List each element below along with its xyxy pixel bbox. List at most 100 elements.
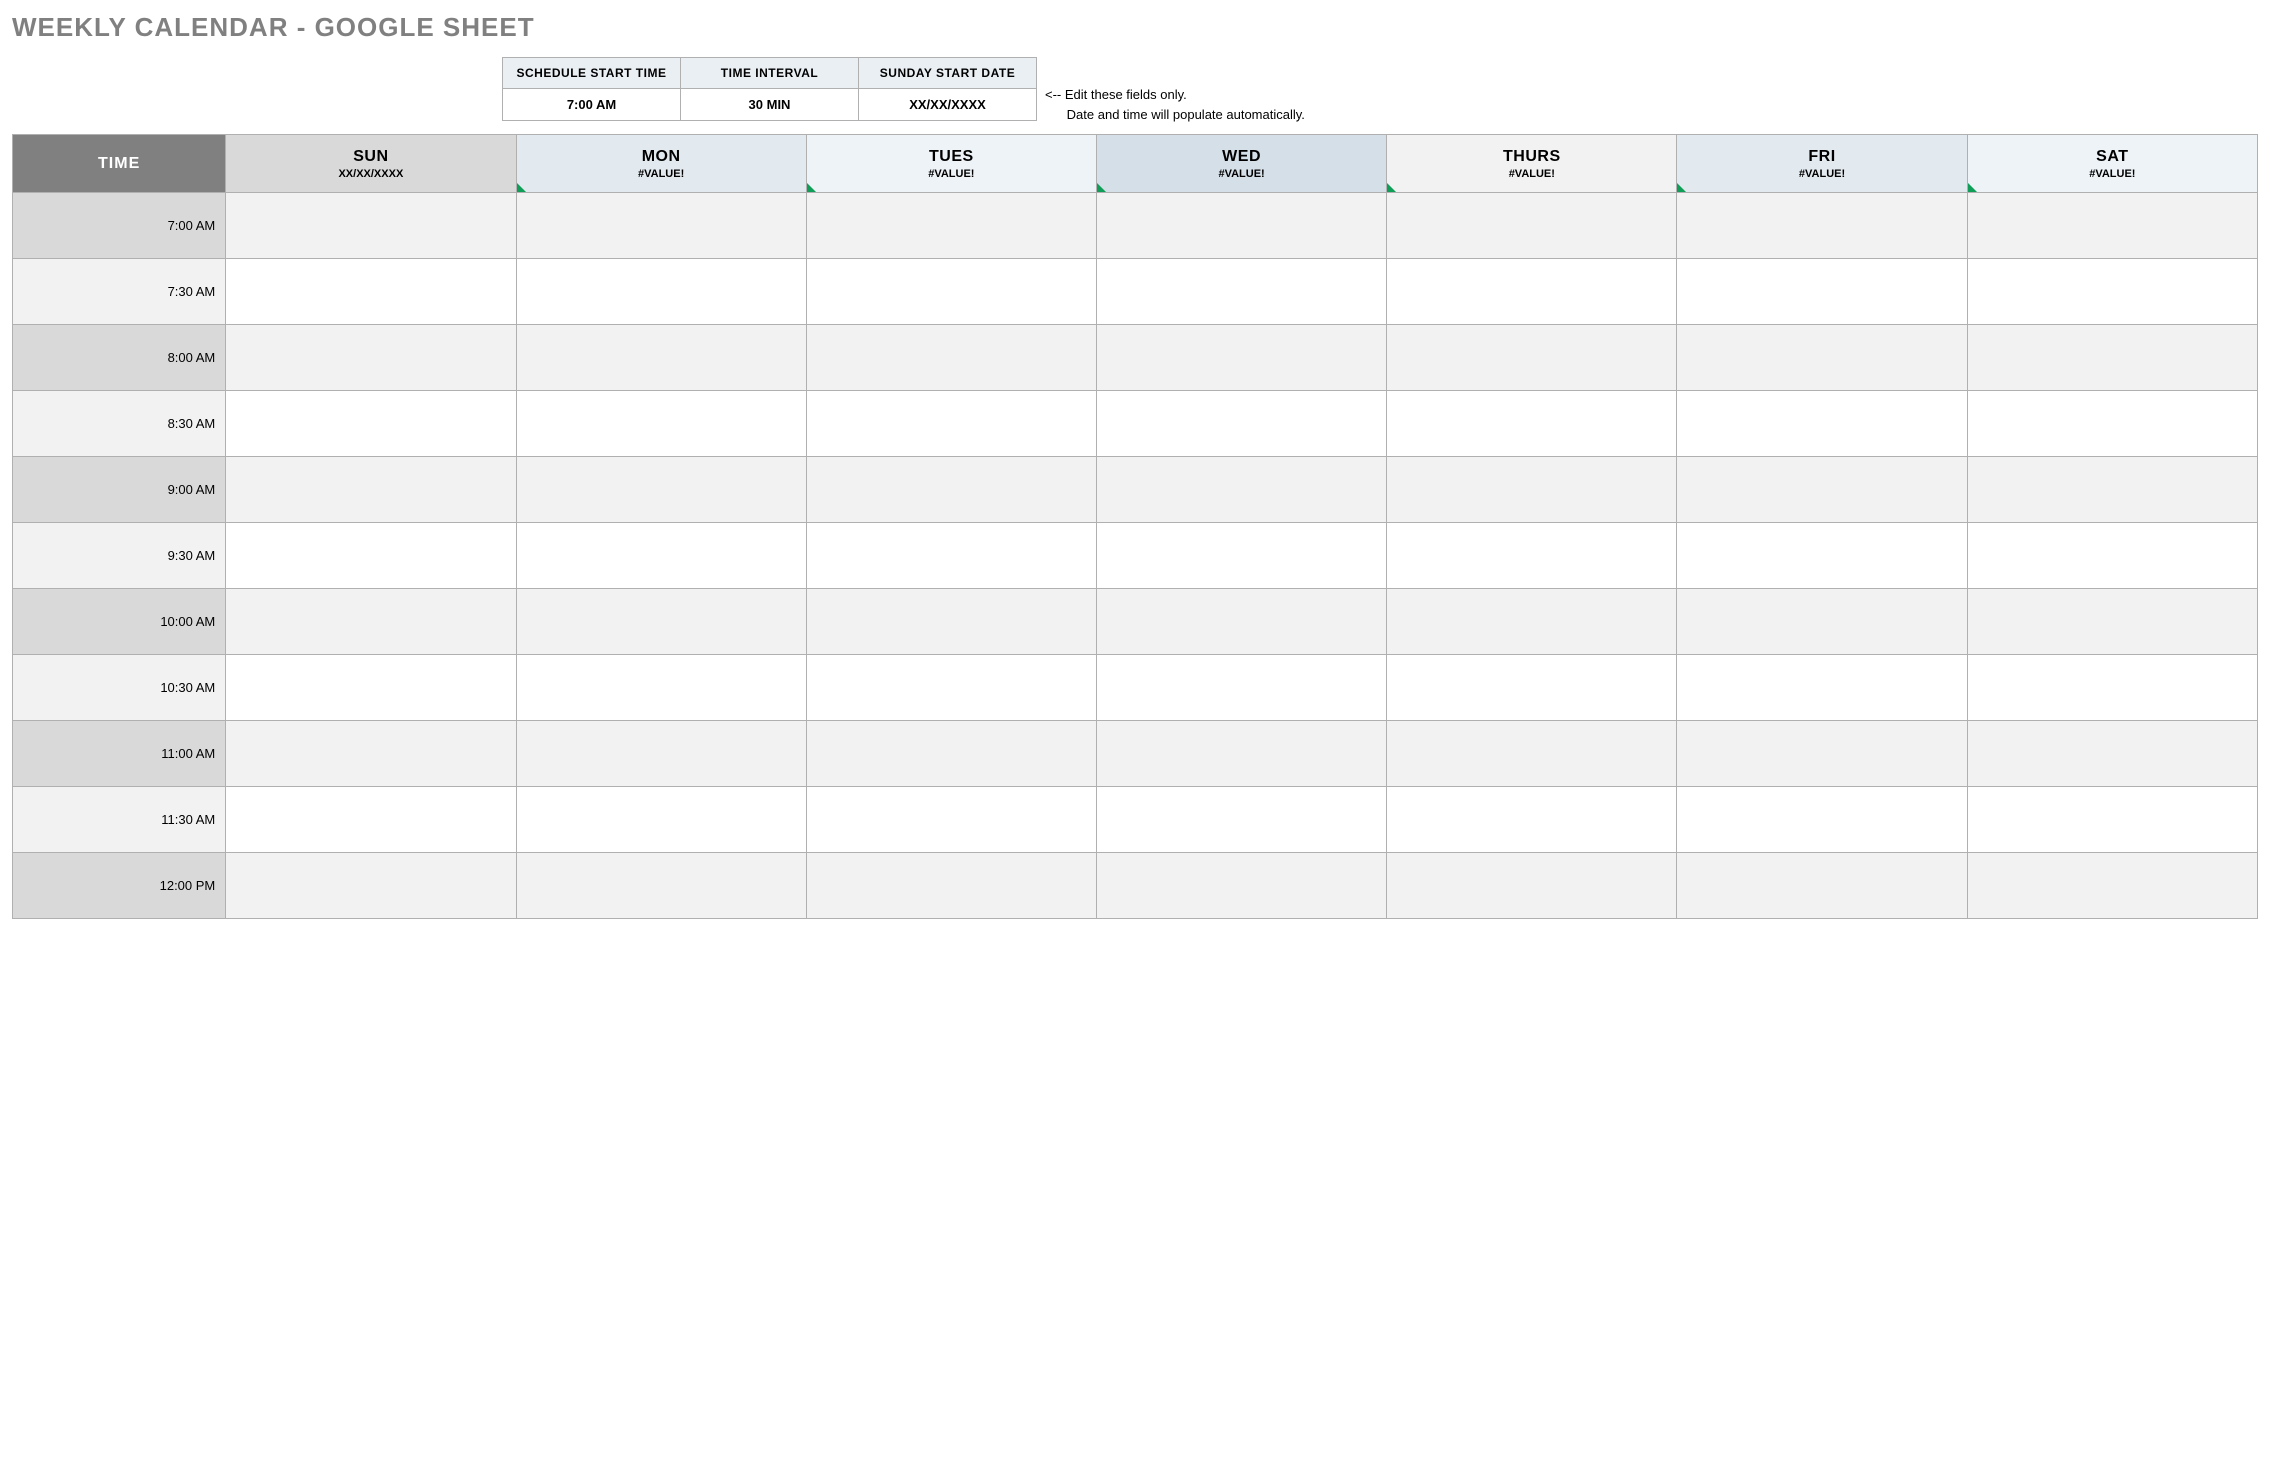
calendar-cell[interactable]: [1677, 589, 1967, 655]
calendar-cell[interactable]: [1096, 523, 1386, 589]
calendar-cell[interactable]: [1387, 391, 1677, 457]
calendar-table: TIMESUNXX/XX/XXXXMON#VALUE!TUES#VALUE!WE…: [12, 134, 2258, 919]
calendar-cell[interactable]: [516, 391, 806, 457]
calendar-cell[interactable]: [1677, 787, 1967, 853]
calendar-cell[interactable]: [806, 589, 1096, 655]
calendar-cell[interactable]: [1096, 193, 1386, 259]
calendar-cell[interactable]: [806, 325, 1096, 391]
calendar-cell[interactable]: [1096, 853, 1386, 919]
day-date: #VALUE!: [1681, 168, 1962, 180]
time-label: 8:00 AM: [13, 325, 226, 391]
calendar-cell[interactable]: [226, 193, 516, 259]
calendar-cell[interactable]: [1967, 457, 2257, 523]
calendar-cell[interactable]: [1967, 391, 2257, 457]
calendar-cell[interactable]: [1096, 589, 1386, 655]
calendar-cell[interactable]: [226, 457, 516, 523]
time-label: 9:00 AM: [13, 457, 226, 523]
calendar-cell[interactable]: [1967, 787, 2257, 853]
calendar-cell[interactable]: [1967, 325, 2257, 391]
calendar-cell[interactable]: [1967, 193, 2257, 259]
calendar-cell[interactable]: [806, 193, 1096, 259]
calendar-cell[interactable]: [1677, 259, 1967, 325]
day-header-tues: TUES#VALUE!: [806, 135, 1096, 193]
calendar-cell[interactable]: [1387, 655, 1677, 721]
calendar-cell[interactable]: [516, 259, 806, 325]
calendar-cell[interactable]: [516, 589, 806, 655]
calendar-cell[interactable]: [516, 193, 806, 259]
day-date: #VALUE!: [1391, 168, 1672, 180]
calendar-cell[interactable]: [1677, 391, 1967, 457]
config-value-start-date[interactable]: XX/XX/XXXX: [859, 89, 1037, 121]
config-value-start-time[interactable]: 7:00 AM: [503, 89, 681, 121]
calendar-cell[interactable]: [226, 589, 516, 655]
calendar-cell[interactable]: [226, 523, 516, 589]
calendar-cell[interactable]: [1387, 457, 1677, 523]
calendar-cell[interactable]: [1967, 655, 2257, 721]
day-name: MON: [521, 148, 802, 166]
time-label: 9:30 AM: [13, 523, 226, 589]
calendar-cell[interactable]: [1967, 523, 2257, 589]
calendar-cell[interactable]: [1387, 589, 1677, 655]
config-header-start-date: SUNDAY START DATE: [859, 58, 1037, 89]
day-date: XX/XX/XXXX: [230, 168, 511, 180]
calendar-cell[interactable]: [1387, 853, 1677, 919]
calendar-cell[interactable]: [1387, 721, 1677, 787]
time-column-header: TIME: [13, 135, 226, 193]
calendar-cell[interactable]: [1387, 325, 1677, 391]
calendar-cell[interactable]: [1096, 457, 1386, 523]
calendar-cell[interactable]: [806, 523, 1096, 589]
calendar-cell[interactable]: [226, 391, 516, 457]
calendar-cell[interactable]: [1096, 259, 1386, 325]
calendar-cell[interactable]: [516, 523, 806, 589]
time-label: 12:00 PM: [13, 853, 226, 919]
day-date: #VALUE!: [521, 168, 802, 180]
day-name: THURS: [1391, 148, 1672, 166]
calendar-cell[interactable]: [1967, 853, 2257, 919]
calendar-cell[interactable]: [1096, 391, 1386, 457]
calendar-cell[interactable]: [516, 853, 806, 919]
calendar-cell[interactable]: [1096, 787, 1386, 853]
calendar-cell[interactable]: [516, 787, 806, 853]
calendar-cell[interactable]: [1967, 259, 2257, 325]
calendar-cell[interactable]: [806, 391, 1096, 457]
calendar-cell[interactable]: [1387, 193, 1677, 259]
calendar-cell[interactable]: [1967, 721, 2257, 787]
page-title: WEEKLY CALENDAR - GOOGLE SHEET: [12, 12, 2258, 43]
calendar-cell[interactable]: [1677, 193, 1967, 259]
calendar-cell[interactable]: [516, 325, 806, 391]
calendar-cell[interactable]: [226, 853, 516, 919]
calendar-cell[interactable]: [806, 721, 1096, 787]
calendar-cell[interactable]: [806, 787, 1096, 853]
day-header-thurs: THURS #VALUE!: [1387, 135, 1677, 193]
calendar-cell[interactable]: [516, 457, 806, 523]
calendar-cell[interactable]: [806, 655, 1096, 721]
calendar-cell[interactable]: [1387, 523, 1677, 589]
calendar-cell[interactable]: [1096, 721, 1386, 787]
calendar-cell[interactable]: [226, 721, 516, 787]
config-value-interval[interactable]: 30 MIN: [681, 89, 859, 121]
calendar-cell[interactable]: [1677, 853, 1967, 919]
calendar-cell[interactable]: [1677, 721, 1967, 787]
calendar-cell[interactable]: [226, 787, 516, 853]
calendar-cell[interactable]: [806, 853, 1096, 919]
calendar-cell[interactable]: [516, 655, 806, 721]
calendar-cell[interactable]: [1677, 655, 1967, 721]
time-label: 7:30 AM: [13, 259, 226, 325]
calendar-cell[interactable]: [1677, 523, 1967, 589]
calendar-cell[interactable]: [1387, 787, 1677, 853]
calendar-cell[interactable]: [516, 721, 806, 787]
calendar-cell[interactable]: [806, 457, 1096, 523]
calendar-cell[interactable]: [1096, 325, 1386, 391]
calendar-cell[interactable]: [226, 325, 516, 391]
calendar-cell[interactable]: [226, 259, 516, 325]
calendar-cell[interactable]: [1387, 259, 1677, 325]
day-name: TUES: [811, 148, 1092, 166]
calendar-cell[interactable]: [1677, 457, 1967, 523]
hint-line-1: <-- Edit these fields only.: [1045, 87, 1187, 102]
time-label: 8:30 AM: [13, 391, 226, 457]
calendar-cell[interactable]: [1967, 589, 2257, 655]
calendar-cell[interactable]: [1096, 655, 1386, 721]
calendar-cell[interactable]: [1677, 325, 1967, 391]
calendar-cell[interactable]: [806, 259, 1096, 325]
calendar-cell[interactable]: [226, 655, 516, 721]
